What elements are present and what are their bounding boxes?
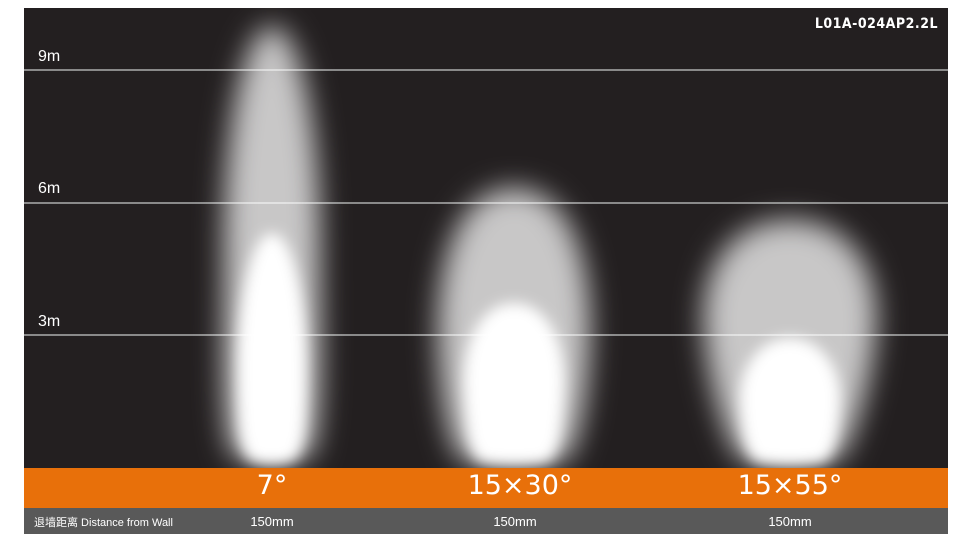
model-code: L01A-024AP2.2L (814, 16, 938, 32)
beam-7-degree (223, 26, 321, 464)
gridline-label-9m: 9m (38, 48, 61, 65)
distance-value-7: 150mm (250, 514, 294, 529)
distance-from-wall-bar: 退墙距离 Distance from Wall 150mm 150mm 150m… (24, 508, 948, 534)
beam-angle-label-15x55: 15×55° (737, 470, 843, 501)
distance-value-15x30: 150mm (493, 514, 537, 529)
gridline-9m (24, 69, 948, 71)
beam-patterns (223, 26, 877, 466)
beam-angle-bar: 7° 15×30° 15×55° (24, 468, 948, 508)
beam-diagram-canvas: L01A-024AP2.2L 9m 6m 3m (24, 8, 948, 468)
beam-15x30-degree (437, 188, 591, 466)
beam-angle-label-15x30: 15×30° (467, 470, 573, 501)
beam-15x55-degree (703, 220, 877, 465)
gridline-label-3m: 3m (38, 313, 61, 330)
distance-from-wall-title: 退墙距离 Distance from Wall (34, 517, 173, 529)
distance-value-15x55: 150mm (768, 514, 812, 529)
gridline-label-6m: 6m (38, 180, 61, 197)
beam-angle-label-7: 7° (256, 470, 288, 501)
